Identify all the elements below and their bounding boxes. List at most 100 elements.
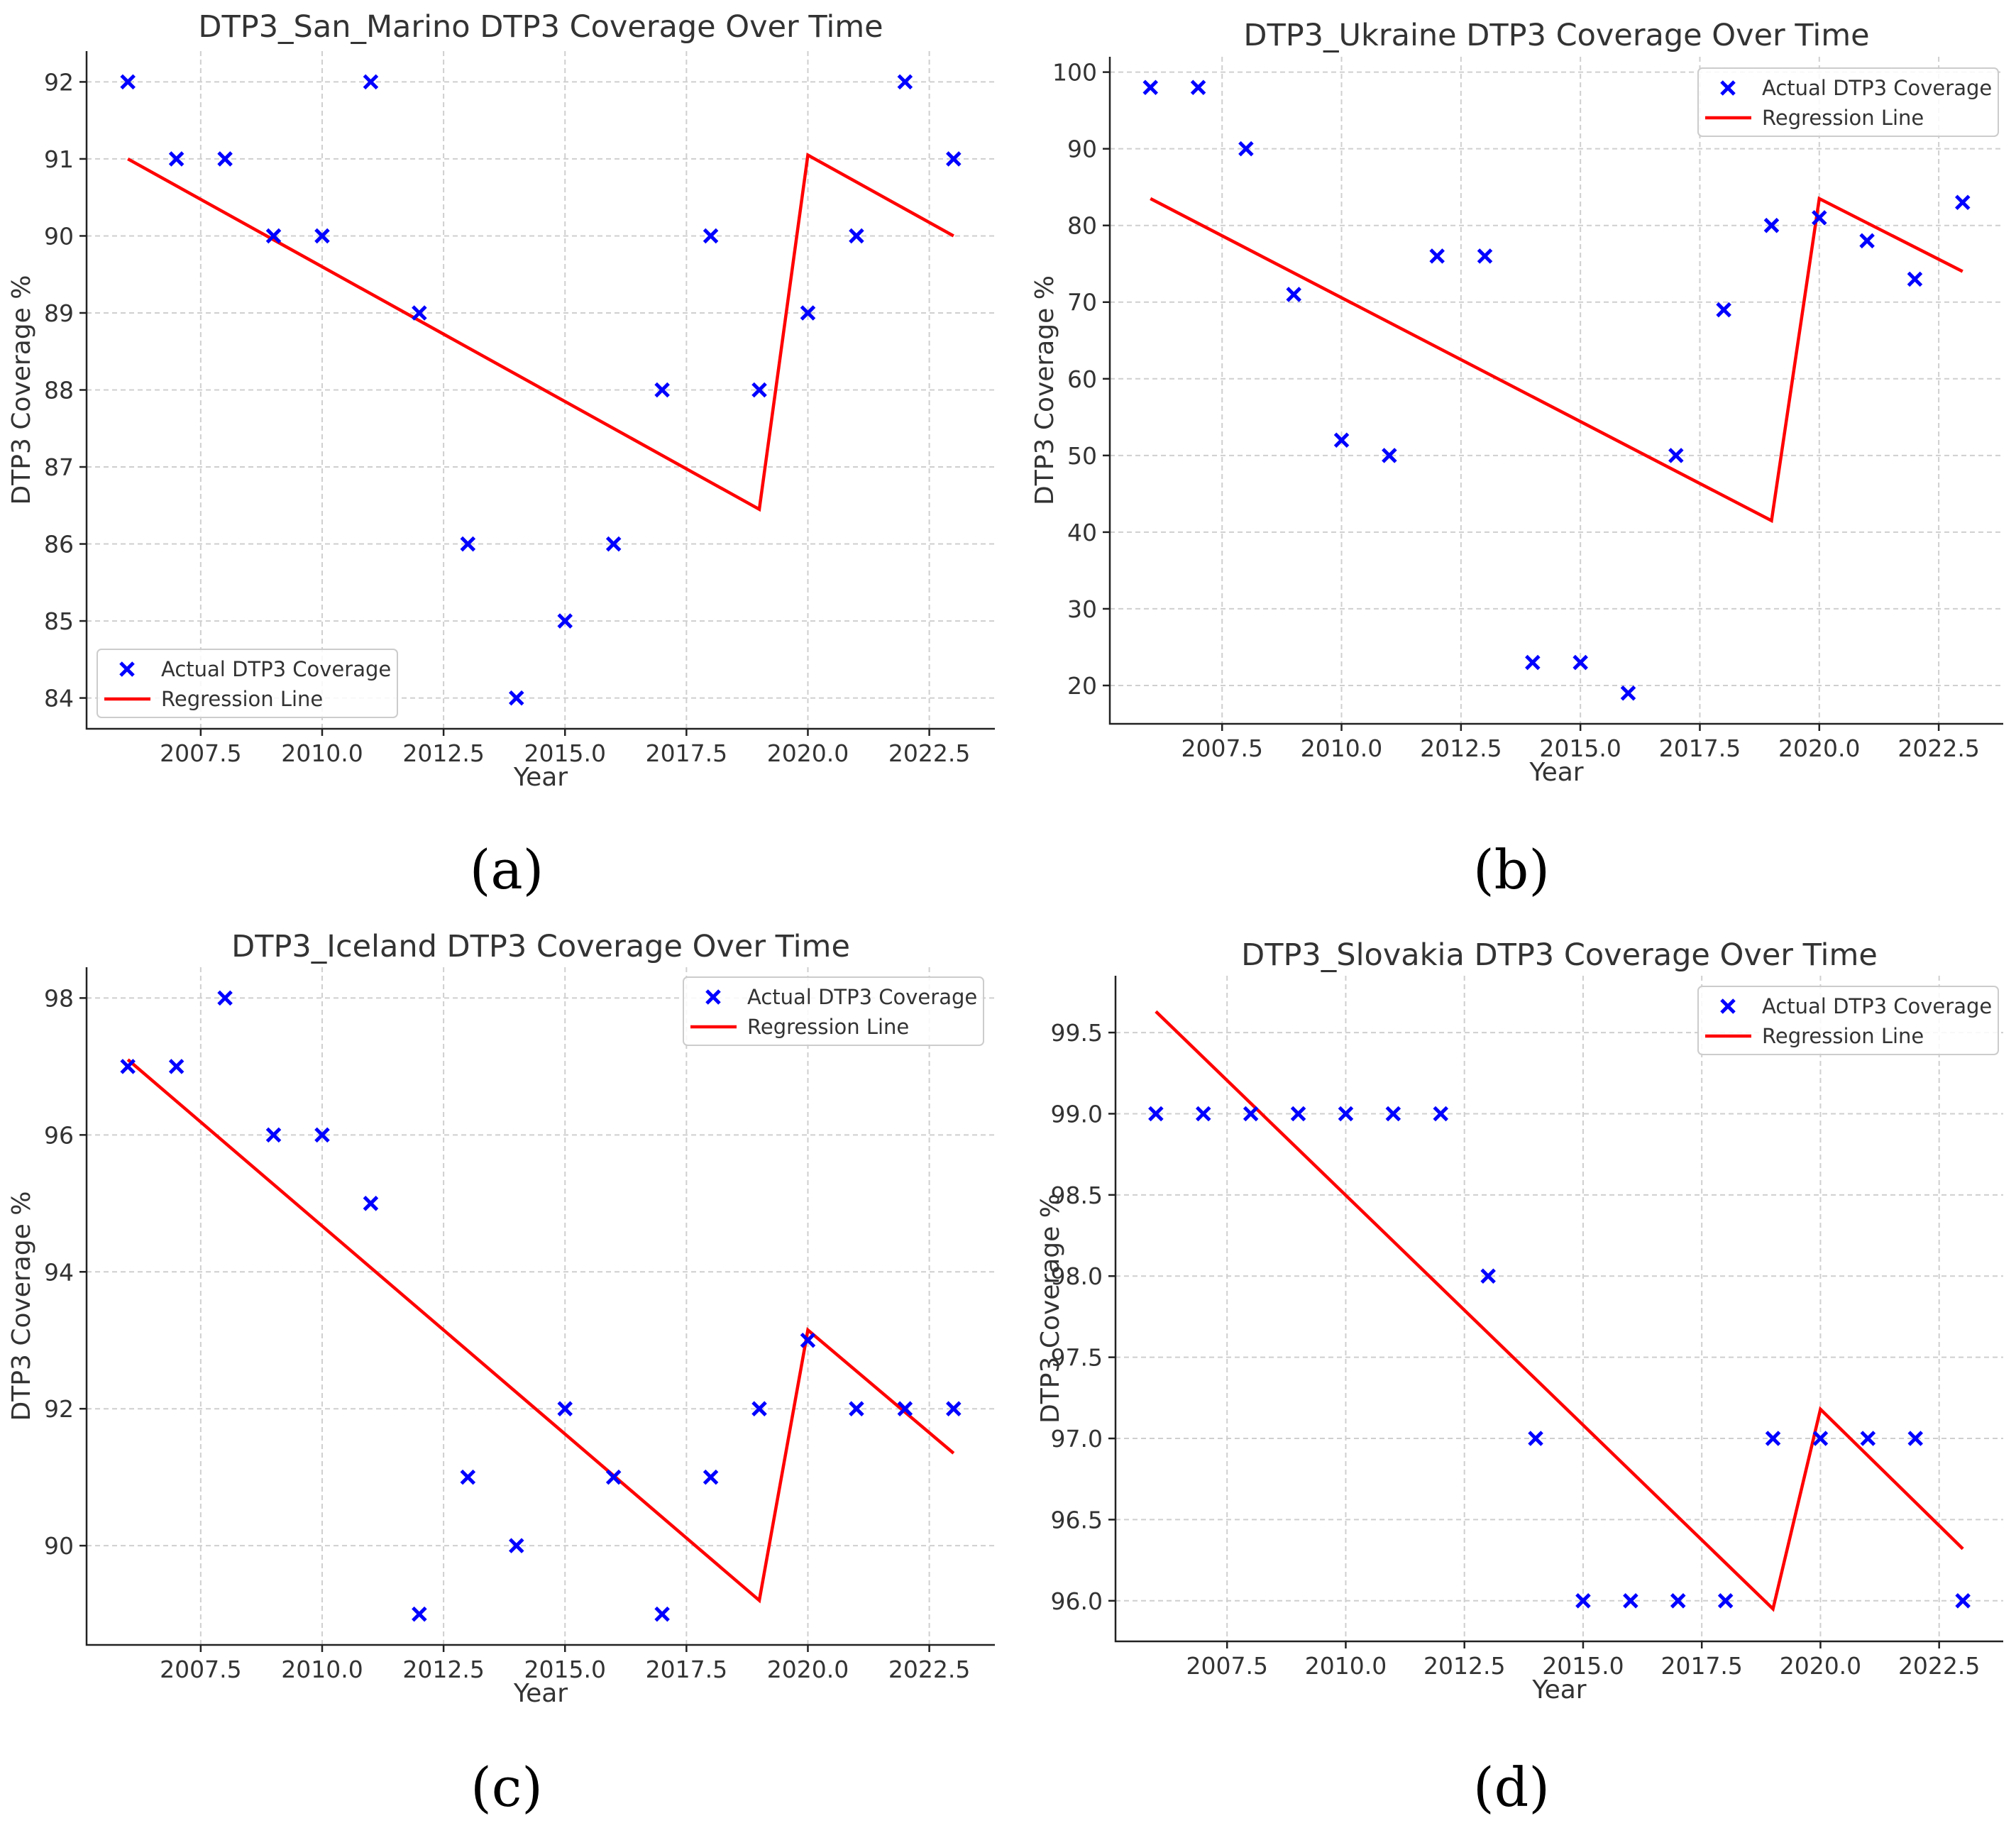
panel-letter-c: (c) <box>470 1756 543 1819</box>
data-point-marker <box>1333 432 1350 448</box>
data-point-marker <box>1528 1431 1543 1446</box>
y-tick-label: 99.0 <box>1051 1100 1103 1128</box>
legend-label-actual: Actual DTP3 Coverage <box>1762 994 1992 1018</box>
data-point-marker <box>412 305 427 321</box>
y-tick-label: 88 <box>44 377 74 404</box>
legend-marker-icon <box>1720 80 1736 96</box>
x-tick-label: 2017.5 <box>1659 734 1741 762</box>
data-point-marker <box>509 690 524 706</box>
y-axis-label: DTP3 Coverage % <box>7 1191 36 1421</box>
y-axis-label: DTP3 Coverage % <box>1036 1194 1065 1424</box>
data-point-marker <box>897 1401 913 1416</box>
data-point-marker <box>654 1606 670 1622</box>
x-tick-label: 2007.5 <box>1181 734 1262 762</box>
y-tick-label: 20 <box>1067 672 1097 700</box>
data-point-marker <box>1525 654 1541 671</box>
data-point-marker <box>509 1538 524 1553</box>
x-tick-label: 2012.5 <box>402 739 484 767</box>
data-point-marker <box>1195 1106 1211 1122</box>
data-point-marker <box>946 1401 962 1416</box>
legend-marker-icon <box>119 661 135 677</box>
data-point-marker <box>1477 248 1493 264</box>
y-tick-label: 99.5 <box>1051 1019 1103 1047</box>
panel-letter-b: (b) <box>1473 838 1550 901</box>
data-point-marker <box>1148 1106 1164 1122</box>
data-point-marker <box>363 74 379 90</box>
data-point-marker <box>1385 1106 1401 1122</box>
x-tick-label: 2020.0 <box>1778 734 1860 762</box>
y-tick-label: 98 <box>44 984 74 1012</box>
y-tick-label: 91 <box>44 145 74 173</box>
y-tick-label: 40 <box>1067 519 1097 546</box>
data-point-marker <box>1480 1268 1496 1284</box>
axes-spines <box>85 51 995 730</box>
chart-2: 2007.5 2010.0 2012.5 2015.0 2017.5 2020.0 2022… <box>1030 18 2003 787</box>
data-point-marker <box>557 1401 573 1416</box>
data-point-marker <box>1765 1431 1781 1446</box>
legend: Actual DTP3 Coverage Regression Line <box>1697 986 1999 1055</box>
legend: Actual DTP3 Coverage Regression Line <box>97 649 398 718</box>
regression-line <box>126 1058 955 1604</box>
x-tick-label: 2020.0 <box>767 1656 849 1683</box>
y-tick-label: 80 <box>1067 212 1097 240</box>
data-point-marker <box>1668 448 1684 463</box>
y-tick-label: 70 <box>1067 289 1097 316</box>
axes-spines <box>85 967 995 1646</box>
data-point-marker <box>1670 1593 1686 1609</box>
x-tick-label: 2010.0 <box>281 739 363 767</box>
data-point-marker <box>1433 1106 1449 1122</box>
legend-marker-icon <box>705 989 721 1005</box>
data-point-marker <box>1860 1431 1876 1446</box>
y-tick-label: 96 <box>44 1121 74 1149</box>
x-tick-label: 2007.5 <box>160 739 241 767</box>
x-axis-label: Year <box>1531 1675 1586 1705</box>
data-point-marker <box>412 1606 427 1622</box>
data-point-marker <box>605 1469 622 1485</box>
y-tick-label: 60 <box>1067 365 1097 393</box>
data-point-marker <box>1907 1431 1924 1446</box>
data-point-marker <box>1955 194 1971 211</box>
data-point-marker <box>168 1059 184 1074</box>
y-tick-label: 84 <box>44 685 74 712</box>
data-point-marker <box>363 1196 379 1211</box>
legend: Actual DTP3 Coverage Regression Line <box>683 976 984 1046</box>
x-tick-label: 2012.5 <box>1423 1652 1505 1680</box>
data-point-marker <box>800 305 816 321</box>
data-point-marker <box>217 990 233 1006</box>
data-point-marker <box>1382 448 1397 463</box>
regression-line <box>127 152 954 512</box>
y-tick-label: 92 <box>44 68 74 96</box>
y-tick-label: 90 <box>1067 136 1097 163</box>
legend-frame <box>97 649 398 718</box>
data-point-marker <box>897 74 913 90</box>
data-point-marker <box>1859 233 1875 249</box>
y-tick-label: 97.5 <box>1051 1344 1103 1372</box>
chart-title: DTP3_Ukraine DTP3 Coverage Over Time <box>1243 18 1869 53</box>
data-point-marker <box>460 536 476 552</box>
data-point-marker <box>265 228 282 244</box>
data-point-marker <box>800 1332 816 1348</box>
data-point-marker <box>1190 79 1206 95</box>
data-point-marker <box>120 74 136 90</box>
x-tick-label: 2020.0 <box>767 739 849 767</box>
y-tick-label: 50 <box>1067 442 1097 470</box>
data-point-marker <box>1955 1593 1971 1609</box>
x-tick-label: 2012.5 <box>402 1656 484 1683</box>
y-axis-label: DTP3 Coverage % <box>1030 275 1059 505</box>
y-tick-label: 96.5 <box>1051 1506 1103 1534</box>
data-point-marker <box>1572 654 1588 671</box>
x-tick-label: 2017.5 <box>646 739 727 767</box>
x-tick-label: 2007.5 <box>1186 1652 1267 1680</box>
x-tick-label: 2015.0 <box>1539 734 1621 762</box>
y-tick-label: 86 <box>44 531 74 558</box>
y-tick-label: 92 <box>44 1395 74 1423</box>
legend-frame <box>1697 67 1999 137</box>
x-tick-label: 2010.0 <box>1301 734 1382 762</box>
y-tick-label: 98.5 <box>1051 1182 1103 1209</box>
x-axis-label: Year <box>513 763 568 792</box>
y-tick-label: 96.0 <box>1051 1587 1103 1615</box>
data-point-marker <box>1812 210 1827 226</box>
data-point-marker <box>1575 1593 1591 1609</box>
x-tick-label: 2020.0 <box>1780 1652 1861 1680</box>
